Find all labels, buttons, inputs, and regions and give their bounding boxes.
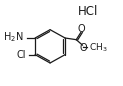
Text: HCl: HCl <box>78 5 98 18</box>
Text: O: O <box>79 43 87 53</box>
Text: O: O <box>77 24 85 34</box>
Text: CH$_3$: CH$_3$ <box>89 41 108 54</box>
Text: H$_2$N: H$_2$N <box>3 30 24 44</box>
Text: Cl: Cl <box>16 50 26 60</box>
